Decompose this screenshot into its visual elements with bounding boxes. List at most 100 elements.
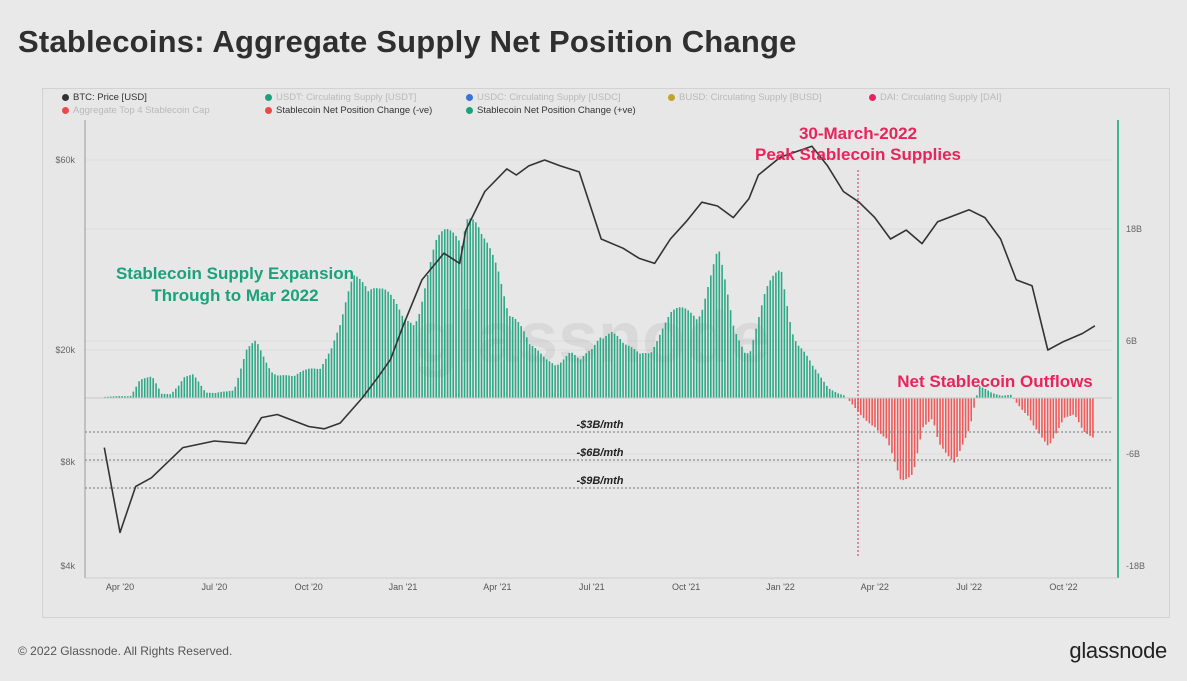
bar-positive xyxy=(387,291,389,398)
bar-positive xyxy=(285,375,288,398)
bar-positive xyxy=(636,351,639,398)
bar-positive xyxy=(777,270,780,398)
legend-item[interactable]: USDT: Circulating Supply [USDT] xyxy=(265,92,416,103)
bar-positive xyxy=(571,352,573,398)
legend-label: BUSD: Circulating Supply [BUSD] xyxy=(679,92,822,103)
bar-positive xyxy=(364,286,367,398)
bar-positive xyxy=(240,368,242,398)
bar-positive xyxy=(998,395,1001,398)
bar-positive xyxy=(576,357,579,398)
bar-positive xyxy=(370,289,372,398)
bar-positive xyxy=(276,375,279,398)
legend-dot-icon xyxy=(466,107,473,114)
legend-item[interactable]: Stablecoin Net Position Change (-ve) xyxy=(265,105,432,116)
y-left-tick-label: $60k xyxy=(55,155,75,165)
bar-positive xyxy=(608,333,610,398)
bar-positive xyxy=(251,343,254,398)
bar-positive xyxy=(616,335,619,398)
bar-positive xyxy=(149,376,152,398)
legend-item[interactable]: Aggregate Top 4 Stablecoin Cap xyxy=(62,105,210,116)
bar-positive xyxy=(214,393,217,398)
bar-positive xyxy=(118,396,121,398)
y-left-tick-label: $20k xyxy=(55,345,75,355)
bar-negative xyxy=(902,398,905,481)
bar-negative xyxy=(956,398,958,458)
legend-label: Stablecoin Net Position Change (+ve) xyxy=(477,105,636,116)
bar-positive xyxy=(769,280,772,398)
legend-item[interactable]: DAI: Circulating Supply [DAI] xyxy=(869,92,1001,103)
bar-positive xyxy=(271,372,273,398)
x-tick-label: Apr '20 xyxy=(106,582,134,592)
bar-positive xyxy=(115,396,118,398)
bar-positive xyxy=(619,338,622,398)
legend-item[interactable]: USDC: Circulating Supply [USDC] xyxy=(466,92,621,103)
bar-negative xyxy=(1089,398,1091,436)
bar-positive xyxy=(820,377,822,398)
legend-item[interactable]: BTC: Price [USD] xyxy=(62,92,147,103)
bar-negative xyxy=(953,398,956,463)
legend-item[interactable]: Stablecoin Net Position Change (+ve) xyxy=(466,105,636,116)
bar-negative xyxy=(905,398,907,480)
bar-negative xyxy=(888,398,890,446)
bar-positive xyxy=(664,322,667,398)
bar-positive xyxy=(310,368,313,398)
bar-positive xyxy=(443,229,446,398)
bar-positive xyxy=(426,274,429,398)
reference-label: -$3B/mth xyxy=(576,419,623,431)
bar-positive xyxy=(242,359,245,398)
bar-negative xyxy=(964,398,967,438)
bar-positive xyxy=(339,325,341,398)
bar-positive xyxy=(356,276,358,398)
bar-positive xyxy=(126,396,129,398)
bar-positive xyxy=(404,319,406,398)
bar-positive xyxy=(489,248,491,398)
bar-positive xyxy=(121,396,123,398)
bar-positive xyxy=(588,350,590,398)
bar-negative xyxy=(944,398,947,453)
legend-dot-icon xyxy=(62,107,69,114)
bar-positive xyxy=(500,283,503,398)
legend-item[interactable]: BUSD: Circulating Supply [BUSD] xyxy=(668,92,822,103)
bar-positive xyxy=(418,314,421,398)
bar-positive xyxy=(732,325,735,398)
bar-positive xyxy=(155,383,157,398)
bar-negative xyxy=(848,398,851,402)
bar-negative xyxy=(879,398,882,434)
legend-dot-icon xyxy=(265,94,272,101)
bar-positive xyxy=(568,352,571,398)
bar-positive xyxy=(565,356,568,398)
expansion-annotation: Through to Mar 2022 xyxy=(151,286,318,305)
copyright: © 2022 Glassnode. All Rights Reserved. xyxy=(18,644,233,658)
bar-positive xyxy=(124,396,126,398)
x-tick-label: Jul '22 xyxy=(956,582,982,592)
bar-negative xyxy=(871,398,873,426)
bar-positive xyxy=(308,368,310,398)
bar-positive xyxy=(710,275,712,398)
bar-positive xyxy=(1001,395,1004,398)
bar-negative xyxy=(939,398,941,445)
bar-positive xyxy=(528,344,531,398)
bar-positive xyxy=(715,253,718,398)
bar-positive xyxy=(760,305,763,398)
bar-negative xyxy=(1052,398,1055,439)
bar-positive xyxy=(217,392,220,398)
bar-negative xyxy=(1083,398,1086,432)
bar-negative xyxy=(950,398,953,460)
bar-positive xyxy=(475,222,477,398)
bar-positive xyxy=(296,373,299,398)
bar-positive xyxy=(225,391,228,398)
bar-positive xyxy=(129,395,132,398)
bar-positive xyxy=(192,374,194,398)
bar-positive xyxy=(976,395,978,398)
bar-positive xyxy=(531,345,534,398)
bar-positive xyxy=(158,388,160,398)
bar-positive xyxy=(627,345,630,398)
bar-negative xyxy=(868,398,871,424)
bar-positive xyxy=(562,359,565,398)
bar-positive xyxy=(738,340,740,398)
bar-negative xyxy=(925,398,927,425)
bar-positive xyxy=(132,391,135,398)
bar-negative xyxy=(908,398,910,478)
bar-positive xyxy=(347,291,350,398)
bar-positive xyxy=(667,316,670,398)
